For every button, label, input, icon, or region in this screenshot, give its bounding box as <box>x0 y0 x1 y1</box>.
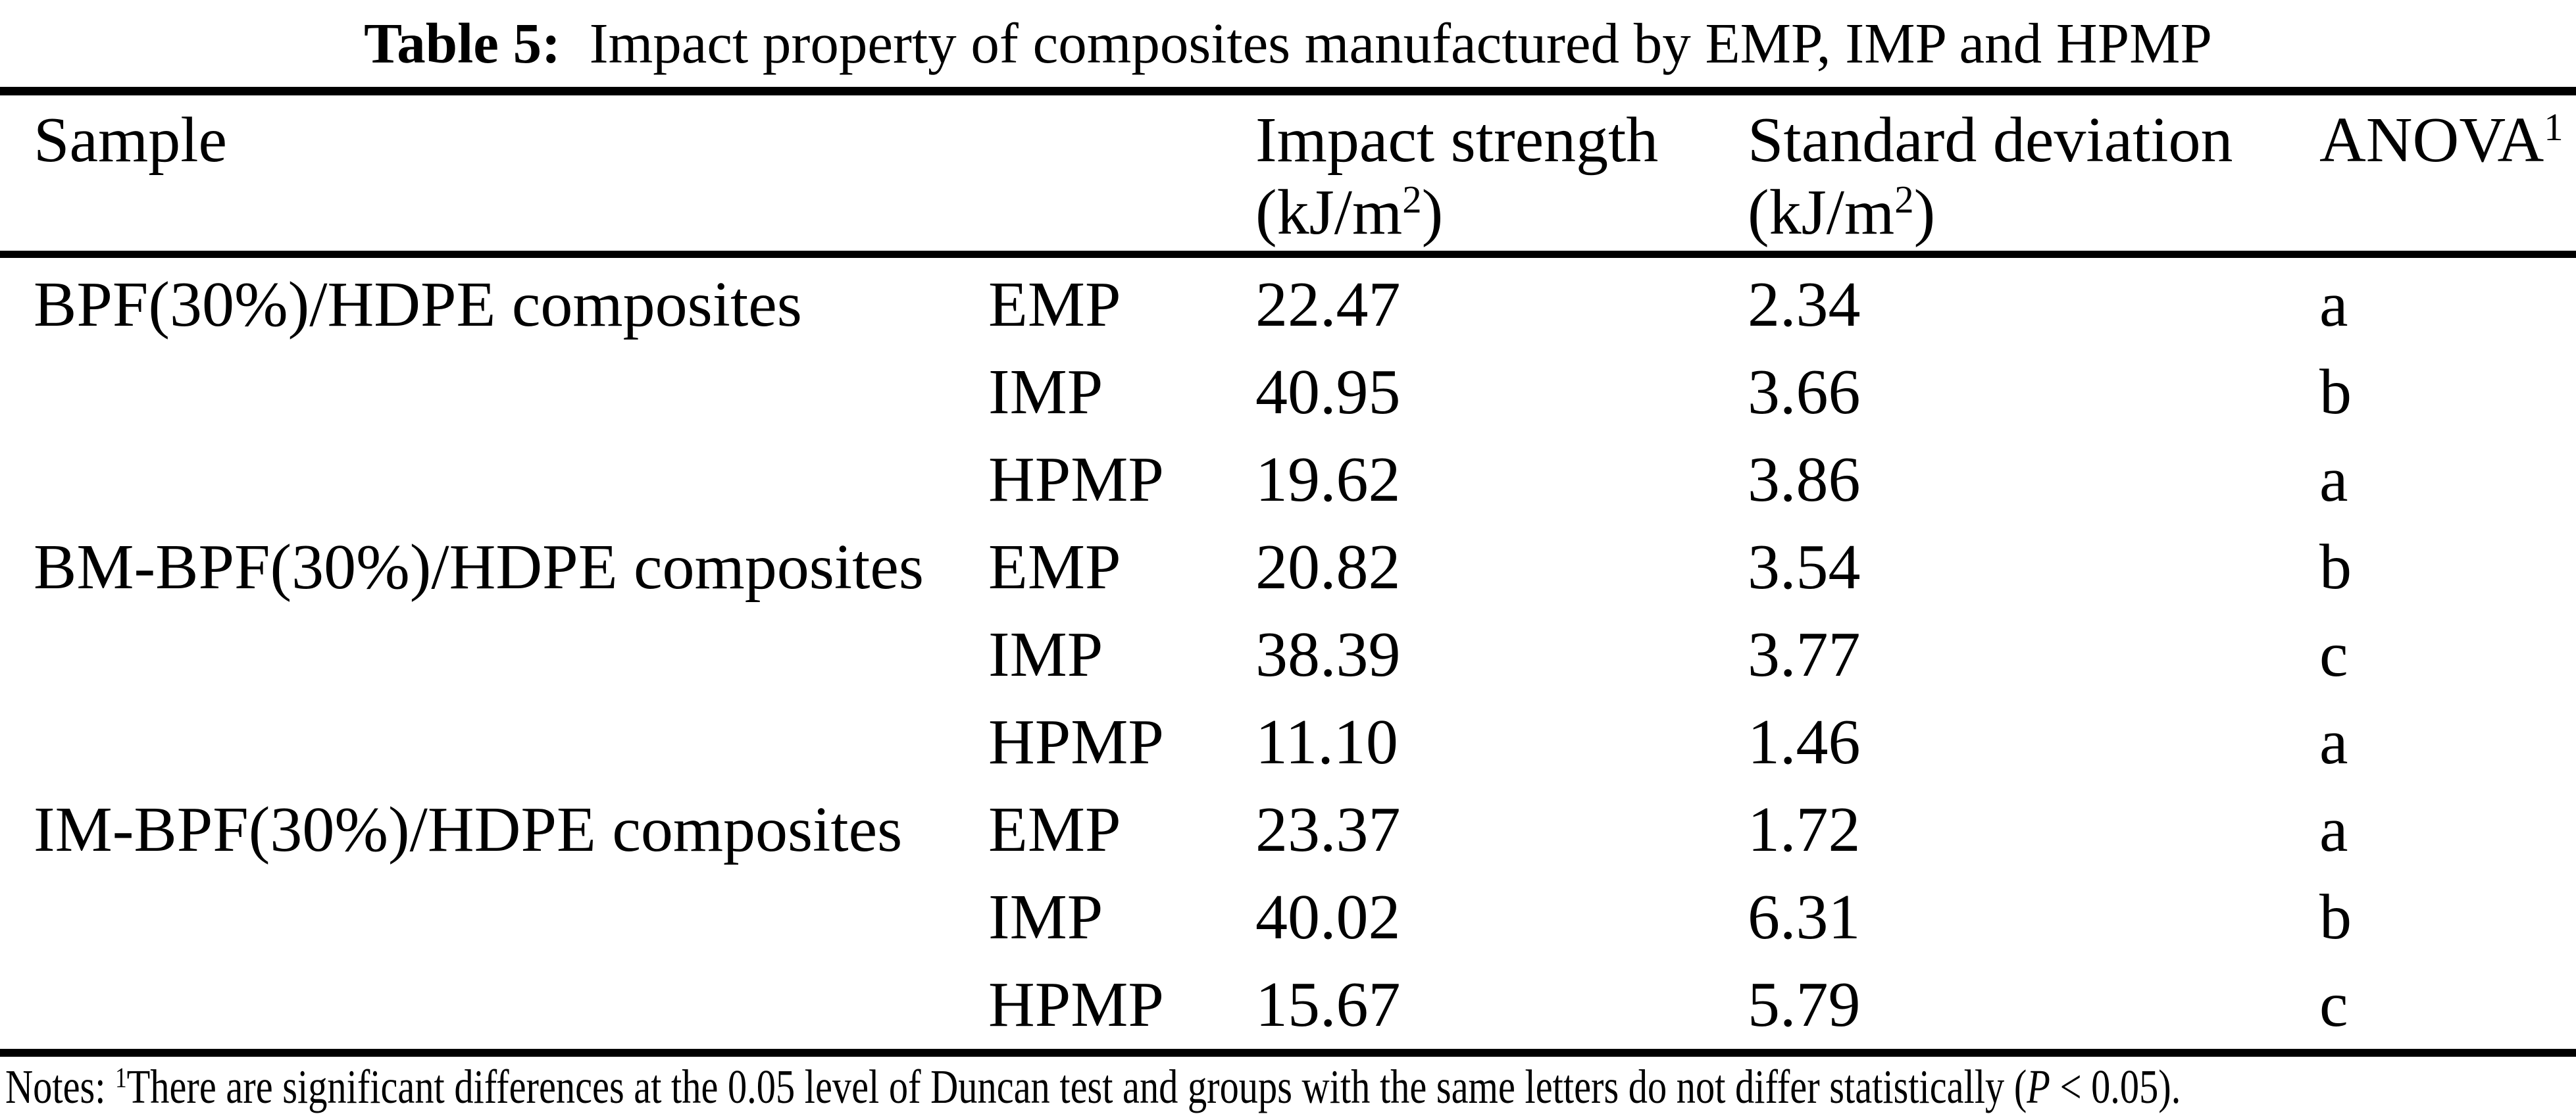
impact-strength-cell: 11.10 <box>1255 707 1398 778</box>
process-cell: EMP <box>988 532 1121 603</box>
table-bottom-rule <box>0 1049 2576 1057</box>
column-header-anova: ANOVA1 <box>2319 105 2563 176</box>
standard-deviation-cell: 3.86 <box>1748 444 1861 515</box>
table-caption: Impact property of composites manufactur… <box>589 11 2212 75</box>
column-header-impact-strength: Impact strength (kJ/m2) <box>1255 104 1748 249</box>
footnote-marker: 1 <box>115 1061 127 1094</box>
impact-strength-cell: 19.62 <box>1255 444 1401 515</box>
unit-exponent: 2 <box>1402 178 1422 221</box>
sample-cell: IM-BPF(30%)/HDPE composites <box>34 794 903 865</box>
impact-strength-cell: 40.95 <box>1255 357 1401 428</box>
page-title: Table 5: Impact property of composites ma… <box>0 0 2576 87</box>
process-cell: HPMP <box>988 707 1164 778</box>
column-header-process <box>988 104 1255 249</box>
anova-cell: b <box>2319 532 2352 603</box>
standard-deviation-cell: 6.31 <box>1748 882 1861 953</box>
process-cell: HPMP <box>988 969 1164 1040</box>
sample-cell <box>34 874 988 961</box>
standard-deviation-label: Standard deviation <box>1748 105 2233 176</box>
standard-deviation-cell: 1.46 <box>1748 707 1861 778</box>
anova-cell: a <box>2319 444 2348 515</box>
process-cell: IMP <box>988 619 1103 690</box>
anova-cell: a <box>2319 707 2348 778</box>
table-row: IM-BPF(30%)/HDPE composites EMP 23.37 1.… <box>0 786 2576 874</box>
anova-cell: a <box>2319 794 2348 865</box>
sample-cell: BPF(30%)/HDPE composites <box>34 269 802 340</box>
standard-deviation-cell: 3.54 <box>1748 532 1861 603</box>
impact-strength-label: Impact strength <box>1255 105 1659 176</box>
sample-cell <box>34 699 988 786</box>
impact-strength-unit: (kJ/m2) <box>1255 177 1444 248</box>
table-header-row: Sample Impact strength (kJ/m2) Standard … <box>0 104 2576 249</box>
sample-cell <box>34 961 988 1049</box>
anova-cell: c <box>2319 969 2348 1040</box>
table-footnote: Notes: 1There are significant difference… <box>5 1057 2181 1114</box>
anova-cell: b <box>2319 882 2352 953</box>
table-header-rule <box>0 251 2576 258</box>
impact-strength-cell: 38.39 <box>1255 619 1401 690</box>
footnote-text: There are significant differences at the… <box>126 1060 2027 1113</box>
anova-cell: c <box>2319 619 2348 690</box>
table-row: BPF(30%)/HDPE composites EMP 22.47 2.34 … <box>0 261 2576 349</box>
standard-deviation-cell: 3.66 <box>1748 357 1861 428</box>
standard-deviation-cell: 5.79 <box>1748 969 1861 1040</box>
impact-strength-cell: 22.47 <box>1255 269 1401 340</box>
anova-footnote-marker: 1 <box>2544 105 2563 149</box>
standard-deviation-cell: 1.72 <box>1748 794 1861 865</box>
unit-exponent: 2 <box>1894 178 1914 221</box>
table-top-rule <box>0 87 2576 95</box>
anova-cell: a <box>2319 269 2348 340</box>
p-value-symbol: P <box>2027 1060 2050 1113</box>
sample-cell <box>34 436 988 524</box>
table-body: BPF(30%)/HDPE composites EMP 22.47 2.34 … <box>0 261 2576 1049</box>
process-cell: IMP <box>988 357 1103 428</box>
notes-label: Notes: <box>5 1060 106 1113</box>
table-row: BM-BPF(30%)/HDPE composites EMP 20.82 3.… <box>0 524 2576 611</box>
standard-deviation-cell: 3.77 <box>1748 619 1861 690</box>
sample-cell <box>34 349 988 436</box>
standard-deviation-cell: 2.34 <box>1748 269 1861 340</box>
table-row: IMP 40.02 6.31 b <box>0 874 2576 961</box>
standard-deviation-unit: (kJ/m2) <box>1748 177 1936 248</box>
process-cell: HPMP <box>988 444 1164 515</box>
footnote-tail: < 0.05). <box>2050 1060 2181 1113</box>
process-cell: IMP <box>988 882 1103 953</box>
sample-cell <box>34 611 988 699</box>
table-row: IMP 40.95 3.66 b <box>0 349 2576 436</box>
table-row: HPMP 19.62 3.86 a <box>0 436 2576 524</box>
table-row: IMP 38.39 3.77 c <box>0 611 2576 699</box>
table-row: HPMP 15.67 5.79 c <box>0 961 2576 1049</box>
column-header-sample: Sample <box>34 105 227 176</box>
anova-cell: b <box>2319 357 2352 428</box>
sample-cell: BM-BPF(30%)/HDPE composites <box>34 532 924 603</box>
column-header-standard-deviation: Standard deviation (kJ/m2) <box>1748 104 2319 249</box>
impact-strength-cell: 20.82 <box>1255 532 1401 603</box>
process-cell: EMP <box>988 269 1121 340</box>
table-row: HPMP 11.10 1.46 a <box>0 699 2576 786</box>
table-number-label: Table 5: <box>364 11 561 75</box>
process-cell: EMP <box>988 794 1121 865</box>
impact-strength-cell: 23.37 <box>1255 794 1401 865</box>
impact-strength-cell: 15.67 <box>1255 969 1401 1040</box>
impact-strength-cell: 40.02 <box>1255 882 1401 953</box>
